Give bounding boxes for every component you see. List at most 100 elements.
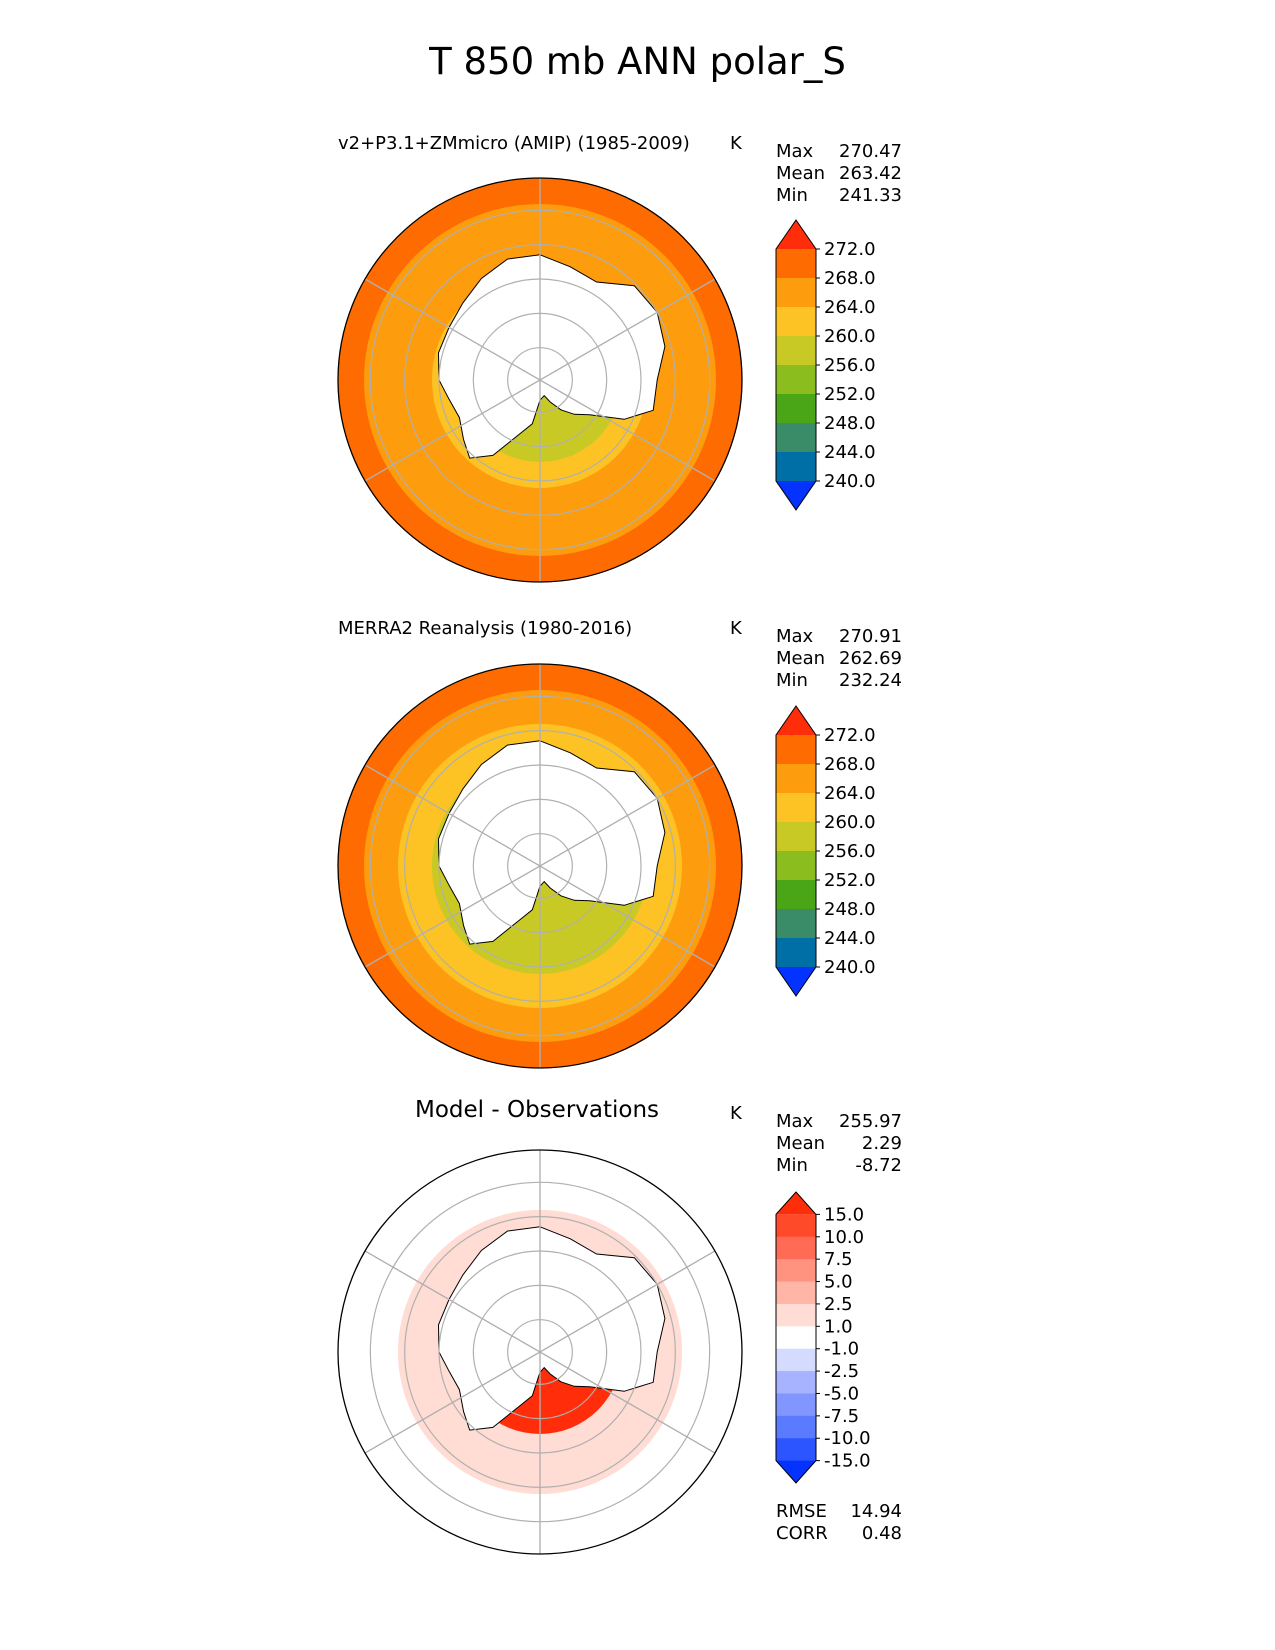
colorbar-tick-label: 244.0	[824, 928, 876, 949]
colorbar-extend-max	[776, 1192, 816, 1215]
colorbar-segment	[776, 764, 816, 794]
metric-value: 14.94	[850, 1501, 902, 1522]
colorbar-segment	[776, 735, 816, 765]
colorbar-tick-label: 252.0	[824, 384, 876, 405]
colorbar-segment	[776, 793, 816, 823]
colorbar-segment	[776, 452, 816, 482]
colorbar-tick-label: 10.0	[824, 1227, 864, 1248]
colorbar-tick-label: 5.0	[824, 1272, 853, 1293]
colorbar-segment	[776, 938, 816, 968]
panel-2-stats: Max 270.91 Mean 262.69 Min 232.24	[776, 626, 902, 692]
colorbar-tick-label: 256.0	[824, 841, 876, 862]
colorbar-tick-label: 240.0	[824, 957, 876, 978]
colorbar-tick-label: 2.5	[824, 1294, 853, 1315]
colorbar-extend-max	[776, 220, 816, 249]
colorbar-segment	[776, 851, 816, 881]
stat-value: 270.47	[839, 141, 902, 162]
metric-label: RMSE	[776, 1501, 827, 1522]
colorbar-segment	[776, 1259, 816, 1283]
colorbar-tick-label: 268.0	[824, 268, 876, 289]
colorbar-segment	[776, 1348, 816, 1372]
map-boundary	[337, 663, 743, 1069]
panel-3-stats: Max 255.97 Mean 2.29 Min -8.72	[776, 1111, 902, 1177]
colorbar-segment	[776, 880, 816, 910]
colorbar-segment	[776, 822, 816, 852]
metric-value: 0.48	[861, 1523, 902, 1544]
colorbar-tick-label: 248.0	[824, 413, 876, 434]
map-boundary	[337, 1149, 743, 1555]
stat-label: Max	[776, 626, 814, 647]
polar-map-2	[337, 663, 743, 1069]
panel-3-title: Model - Observations	[415, 1097, 660, 1123]
colorbar-segment	[776, 1214, 816, 1238]
colorbar-segment	[776, 909, 816, 939]
stat-label: Mean	[776, 1133, 826, 1154]
panel-3-units: K	[730, 1103, 742, 1124]
colorbar-extend-max	[776, 706, 816, 735]
colorbar-segment	[776, 278, 816, 308]
colorbar-extend-min	[776, 481, 816, 510]
colorbar-tick-label: 264.0	[824, 783, 876, 804]
colorbar-tick-label: 244.0	[824, 442, 876, 463]
colorbar-tick-label: 268.0	[824, 754, 876, 775]
colorbar-segment	[776, 1438, 816, 1462]
colorbar-2: 272.0 268.0 264.0 260.0 256.0 252.0 248.0 244.0…	[775, 705, 876, 997]
panel-1-title: v2+P3.1+ZMmicro (AMIP) (1985-2009)	[338, 133, 690, 154]
colorbar-segment	[776, 1393, 816, 1417]
stat-value: 241.33	[839, 185, 902, 206]
colorbar-tick-label: 248.0	[824, 899, 876, 920]
panel-1-stats: Max 270.47 Mean 263.42 Min 241.33	[776, 141, 902, 207]
stat-value: 270.91	[839, 626, 902, 647]
colorbar-tick-label: -15.0	[824, 1451, 871, 1472]
colorbar-tick-label: -5.0	[824, 1383, 859, 1404]
polar-map-3	[337, 1149, 743, 1555]
colorbar-tick-label: -10.0	[824, 1428, 871, 1449]
colorbar-segment	[776, 1281, 816, 1305]
figure-title: T 850 mb ANN polar_S	[429, 40, 846, 83]
stat-value: -8.72	[855, 1155, 902, 1176]
colorbar-tick-label: 1.0	[824, 1316, 853, 1337]
panel-1-units: K	[730, 133, 742, 154]
colorbar-1: 272.0 268.0 264.0 260.0 256.0 252.0 248.0 244.0…	[775, 219, 876, 511]
colorbar-segment	[776, 336, 816, 366]
stat-value: 262.69	[839, 648, 902, 669]
colorbar-segment	[776, 365, 816, 395]
stat-label: Min	[776, 185, 808, 206]
stat-value: 232.24	[839, 670, 902, 691]
polar-map-1	[337, 177, 743, 583]
stat-label: Mean	[776, 648, 826, 669]
colorbar-tick-label: 260.0	[824, 812, 876, 833]
stat-label: Max	[776, 141, 814, 162]
colorbar-segment	[776, 1326, 816, 1350]
colorbar-extend-min	[776, 1460, 816, 1483]
stat-label: Max	[776, 1111, 814, 1132]
colorbar-segment	[776, 394, 816, 424]
colorbar-extend-min	[776, 967, 816, 996]
colorbar-segment	[776, 1236, 816, 1260]
colorbar-tick-label: 264.0	[824, 297, 876, 318]
stat-label: Min	[776, 670, 808, 691]
stat-label: Min	[776, 1155, 808, 1176]
colorbar-tick-label: 272.0	[824, 239, 876, 260]
colorbar-segment	[776, 423, 816, 453]
colorbar-tick-label: 15.0	[824, 1204, 864, 1225]
colorbar-segment	[776, 1303, 816, 1327]
colorbar-tick-label: -7.5	[824, 1406, 859, 1427]
panel-2-title: MERRA2 Reanalysis (1980-2016)	[338, 618, 633, 639]
meridian-gridline	[364, 278, 716, 482]
meridian-gridline	[364, 764, 716, 968]
colorbar-tick-label: 252.0	[824, 870, 876, 891]
colorbar-tick-label: 260.0	[824, 326, 876, 347]
colorbar-tick-label: -1.0	[824, 1339, 859, 1360]
colorbar-3: 15.010.07.55.02.51.0-1.0-2.5-5.0-7.5-10.…	[775, 1191, 871, 1484]
meridian-gridline	[364, 1250, 716, 1454]
colorbar-segment	[776, 1371, 816, 1394]
colorbar-tick-label: 272.0	[824, 725, 876, 746]
panel-2-units: K	[730, 618, 742, 639]
colorbar-segment	[776, 1415, 816, 1439]
colorbar-tick-label: 240.0	[824, 471, 876, 492]
colorbar-segment	[776, 307, 816, 337]
metric-label: CORR	[776, 1523, 828, 1544]
stat-value: 263.42	[839, 163, 902, 184]
